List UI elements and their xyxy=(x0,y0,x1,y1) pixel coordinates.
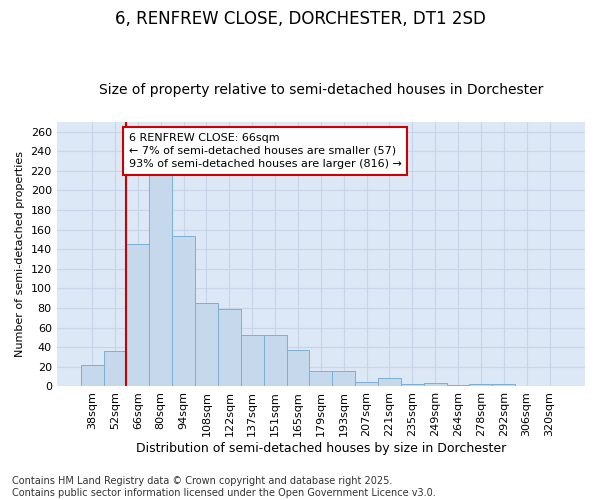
Bar xyxy=(80,365,104,386)
Bar xyxy=(241,336,263,386)
Bar xyxy=(378,378,401,386)
Bar xyxy=(287,350,310,387)
Bar xyxy=(469,384,493,386)
Text: 6 RENFREW CLOSE: 66sqm
← 7% of semi-detached houses are smaller (57)
93% of semi: 6 RENFREW CLOSE: 66sqm ← 7% of semi-deta… xyxy=(129,132,401,169)
Bar xyxy=(263,336,287,386)
Title: Size of property relative to semi-detached houses in Dorchester: Size of property relative to semi-detach… xyxy=(98,83,543,97)
Bar xyxy=(424,382,446,386)
Bar xyxy=(401,384,424,386)
Bar xyxy=(195,303,218,386)
Y-axis label: Number of semi-detached properties: Number of semi-detached properties xyxy=(15,151,25,357)
Bar xyxy=(104,351,127,386)
Text: Contains HM Land Registry data © Crown copyright and database right 2025.
Contai: Contains HM Land Registry data © Crown c… xyxy=(12,476,436,498)
Bar xyxy=(493,384,515,386)
Bar xyxy=(355,382,378,386)
Bar xyxy=(332,371,355,386)
X-axis label: Distribution of semi-detached houses by size in Dorchester: Distribution of semi-detached houses by … xyxy=(136,442,506,455)
Bar xyxy=(172,236,195,386)
Bar xyxy=(127,244,149,386)
Bar xyxy=(310,371,332,386)
Bar xyxy=(218,309,241,386)
Bar xyxy=(149,174,172,386)
Text: 6, RENFREW CLOSE, DORCHESTER, DT1 2SD: 6, RENFREW CLOSE, DORCHESTER, DT1 2SD xyxy=(115,10,485,28)
